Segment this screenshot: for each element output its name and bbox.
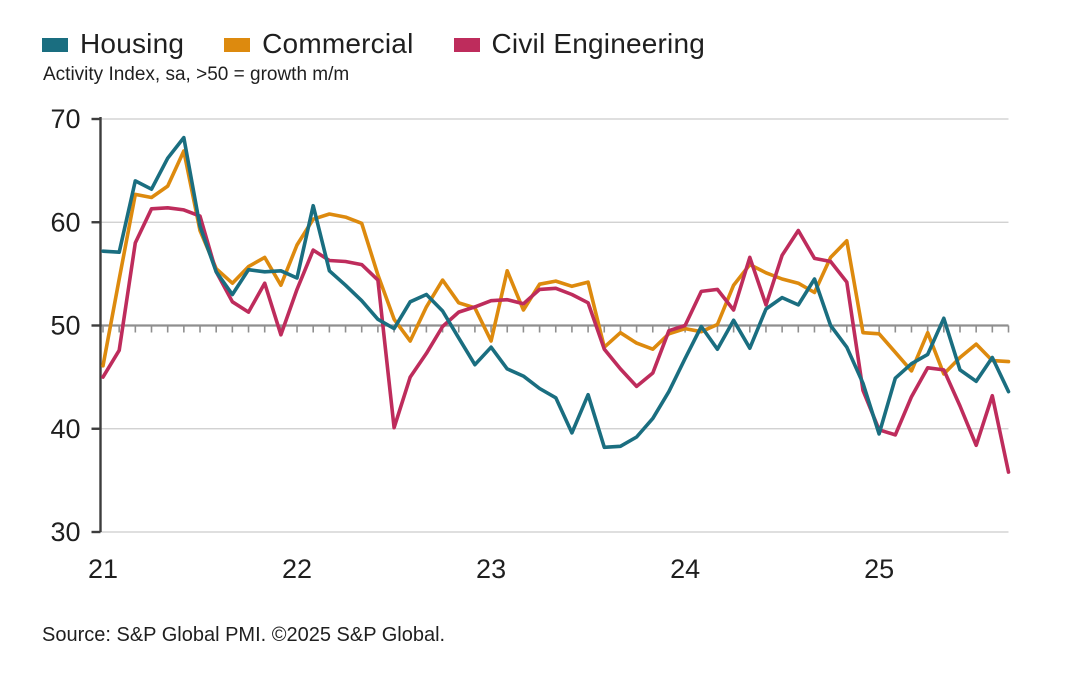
civil-engineering-line	[101, 206, 1011, 474]
housing-line	[101, 135, 1011, 450]
chart-subtitle: Activity Index, sa, >50 = growth m/m	[43, 64, 350, 85]
legend-label-civil-engineering: Civil Engineering	[491, 28, 706, 59]
legend-label-housing: Housing	[80, 28, 185, 59]
y-tick-label-70: 70	[50, 104, 80, 134]
x-tick-label-23: 23	[476, 554, 506, 584]
y-tick-label-30: 30	[50, 517, 80, 547]
legend-item-commercial: Commercial	[224, 28, 413, 60]
x-tick-label-24: 24	[670, 554, 700, 584]
x-tick-label-22: 22	[282, 554, 312, 584]
housing-swatch-icon	[42, 38, 68, 52]
legend-item-civil-engineering: Civil Engineering	[453, 28, 706, 60]
y-tick-label-60: 60	[50, 207, 80, 237]
x-tick-label-21: 21	[88, 554, 118, 584]
chart-legend: Housing Commercial Civil Engineering	[42, 28, 705, 60]
commercial-swatch-icon	[224, 38, 251, 52]
commercial-line	[101, 149, 1011, 376]
source-note: Source: S&P Global PMI. ©2025 S&P Global…	[42, 624, 446, 646]
x-tick-label-25: 25	[864, 554, 894, 584]
legend-item-housing: Housing	[42, 28, 184, 60]
y-tick-label-50: 50	[50, 311, 80, 341]
legend-label-commercial: Commercial	[262, 28, 414, 59]
y-tick-label-40: 40	[50, 414, 80, 444]
civil-engineering-swatch-icon	[453, 38, 480, 52]
